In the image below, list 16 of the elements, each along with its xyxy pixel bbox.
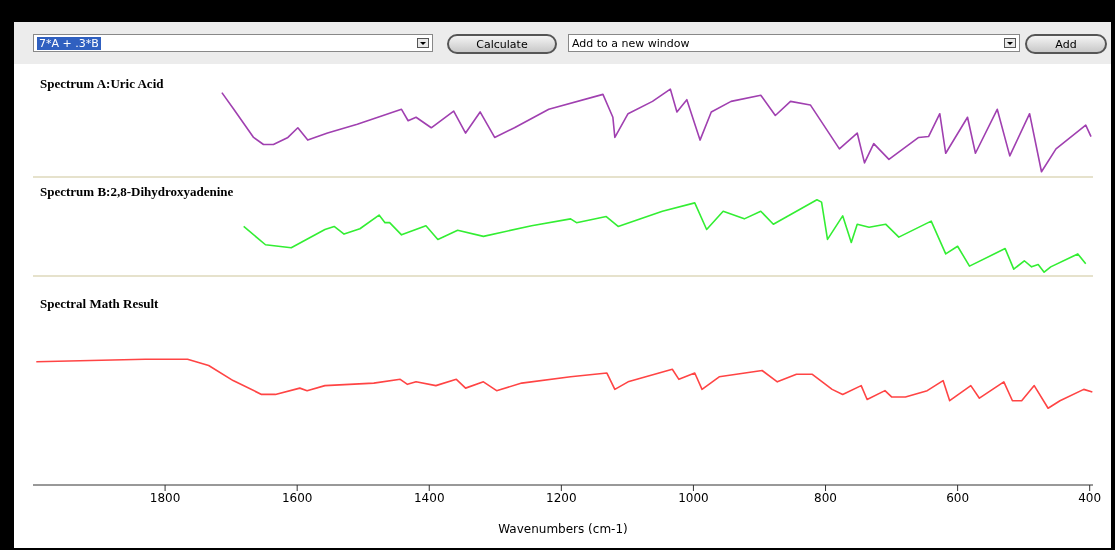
x-tick-label: 1400 xyxy=(413,490,445,505)
chart-title: Spectral Math Result xyxy=(40,296,159,312)
text: Add to a new window xyxy=(572,36,690,50)
x-tick-label: 1200 xyxy=(546,490,577,505)
x-tick-label: 1600 xyxy=(281,490,313,505)
x-tick-label: 1800 xyxy=(149,490,181,505)
x-tick-label: 400 xyxy=(1078,490,1102,505)
x-tick-label: 600 xyxy=(946,490,970,505)
text: Calculate xyxy=(447,34,557,54)
x-tick-label: 800 xyxy=(814,490,837,505)
chart-title: Spectrum B:2,8-Dihydroxyadenine xyxy=(40,184,234,200)
x-axis-title: Wavenumbers (cm-1) xyxy=(498,522,628,536)
text: 7*A + .3*B xyxy=(37,36,101,50)
text: Add xyxy=(1025,34,1107,54)
chart-title: Spectrum A:Uric Acid xyxy=(40,76,164,92)
x-tick-label: 1000 xyxy=(678,490,709,505)
